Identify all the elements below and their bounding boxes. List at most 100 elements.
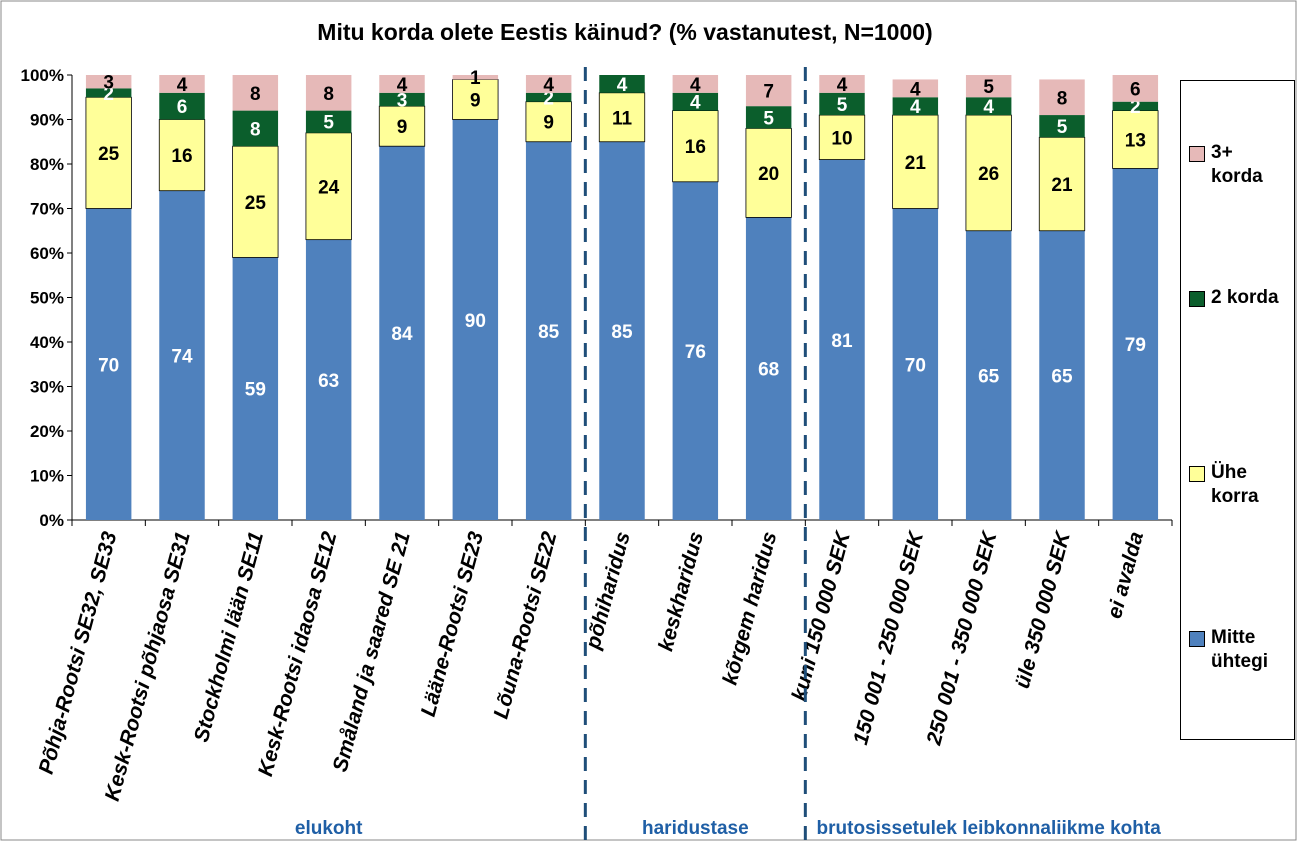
bar-segment (892, 97, 939, 116)
data-label: 3 (103, 73, 114, 94)
bar-segment (965, 75, 1012, 98)
data-label: 68 (758, 360, 779, 381)
bar-segment (232, 145, 279, 258)
y-tick-label: 20% (30, 422, 64, 441)
legend-swatch (1189, 466, 1205, 482)
bar-segment (305, 110, 352, 133)
bar-segment (672, 110, 719, 183)
y-tick-label: 80% (30, 155, 64, 174)
group-label: brutosissetulek leibkonnaliikme kohta (817, 818, 1162, 839)
y-tick-label: 30% (30, 378, 64, 397)
data-label: 8 (250, 119, 261, 140)
data-label: 8 (250, 84, 261, 105)
y-tick-label: 50% (30, 289, 64, 308)
group-label: elukoht (295, 818, 363, 839)
x-tick-label: põhiharidus (581, 529, 635, 652)
legend-item: 3+ korda (1189, 141, 1289, 189)
y-tick-label: 0% (39, 511, 64, 530)
data-label: 4 (617, 75, 628, 96)
legend-swatch (1189, 631, 1205, 647)
data-label: 5 (763, 108, 774, 129)
bar-segment (965, 114, 1012, 232)
bar-segment (85, 96, 132, 209)
data-label: 4 (910, 79, 921, 100)
data-label: 5 (323, 113, 334, 134)
data-label: 4 (910, 97, 921, 118)
bar-segment (745, 217, 792, 520)
x-tick-label: Põhja-Rootsi SE32, SE33 (35, 529, 122, 776)
y-tick-label: 70% (30, 200, 64, 219)
data-label: 11 (612, 108, 633, 129)
data-label: 74 (171, 346, 193, 367)
legend-item: 2 korda (1189, 286, 1289, 310)
legend-item: Ühe korra (1189, 461, 1289, 509)
bar-segment (1039, 115, 1085, 138)
data-label: 81 (831, 331, 853, 352)
data-label: 70 (905, 355, 926, 376)
data-label: 4 (983, 97, 994, 118)
data-label: 4 (690, 75, 701, 96)
data-label: 4 (177, 75, 188, 96)
bar-segment (379, 92, 425, 107)
legend-swatch (1189, 146, 1205, 162)
bar-segment (965, 230, 1012, 520)
legend-label: Mitte ühtegi (1211, 627, 1268, 672)
bar-segment (819, 92, 865, 116)
bar-segment (305, 132, 352, 241)
data-label: 90 (465, 311, 486, 332)
data-label: 9 (397, 117, 408, 138)
data-label: 85 (538, 322, 560, 343)
data-label: 16 (171, 146, 192, 167)
bar-segment (745, 106, 792, 129)
bar-segment (1112, 110, 1159, 169)
bar-segment (745, 75, 792, 107)
group-label: haridustase (642, 818, 749, 839)
data-label: 6 (177, 97, 188, 118)
data-label: 63 (318, 371, 339, 392)
bar-segment (85, 208, 132, 520)
bar-segment (379, 75, 425, 93)
bar-segment (672, 92, 719, 111)
x-tick-label: 150 001 - 250 000 SEK (849, 528, 929, 748)
data-label: 21 (1051, 175, 1073, 196)
bar-segment (525, 92, 572, 102)
data-label: 70 (98, 355, 119, 376)
x-tick-label: Småland ja saared SE 21 (329, 529, 415, 774)
bar-segment (232, 257, 279, 520)
data-label: 9 (543, 113, 554, 134)
data-label: 65 (1051, 366, 1073, 387)
bar-segment (85, 75, 132, 89)
data-label: 7 (763, 82, 774, 103)
data-label: 13 (1125, 131, 1146, 152)
bar-segment (525, 75, 572, 93)
bar-segment (599, 75, 645, 93)
bar-segment (892, 114, 939, 209)
data-label: 4 (690, 93, 701, 114)
y-tick-label: 40% (30, 333, 64, 352)
data-label: 6 (1130, 79, 1141, 100)
y-tick-label: 60% (30, 244, 64, 263)
y-tick-label: 10% (30, 467, 64, 486)
data-label: 5 (1057, 117, 1068, 138)
bar-segment (232, 75, 279, 111)
y-tick-label: 100% (21, 66, 64, 85)
data-label: 59 (245, 380, 266, 401)
x-tick-label: 250 001 - 350 000 SEK (922, 528, 1002, 749)
x-tick-label: keskharidus (654, 529, 708, 653)
bar-segment (892, 208, 939, 520)
data-label: 1 (470, 68, 481, 89)
bar-segment (452, 119, 499, 520)
data-label: 8 (1057, 88, 1068, 109)
data-label: 24 (318, 177, 340, 198)
data-label: 20 (758, 164, 779, 185)
bar-segment (819, 159, 865, 521)
data-label: 16 (685, 137, 706, 158)
bar-segment (672, 181, 719, 521)
x-tick-label: üle 350 000 SEK (1011, 528, 1075, 691)
data-label: 25 (98, 144, 120, 165)
legend-label: 2 korda (1211, 287, 1279, 308)
y-tick-label: 90% (30, 111, 64, 130)
data-label: 2 (543, 88, 554, 109)
bar-segment (1112, 101, 1159, 111)
